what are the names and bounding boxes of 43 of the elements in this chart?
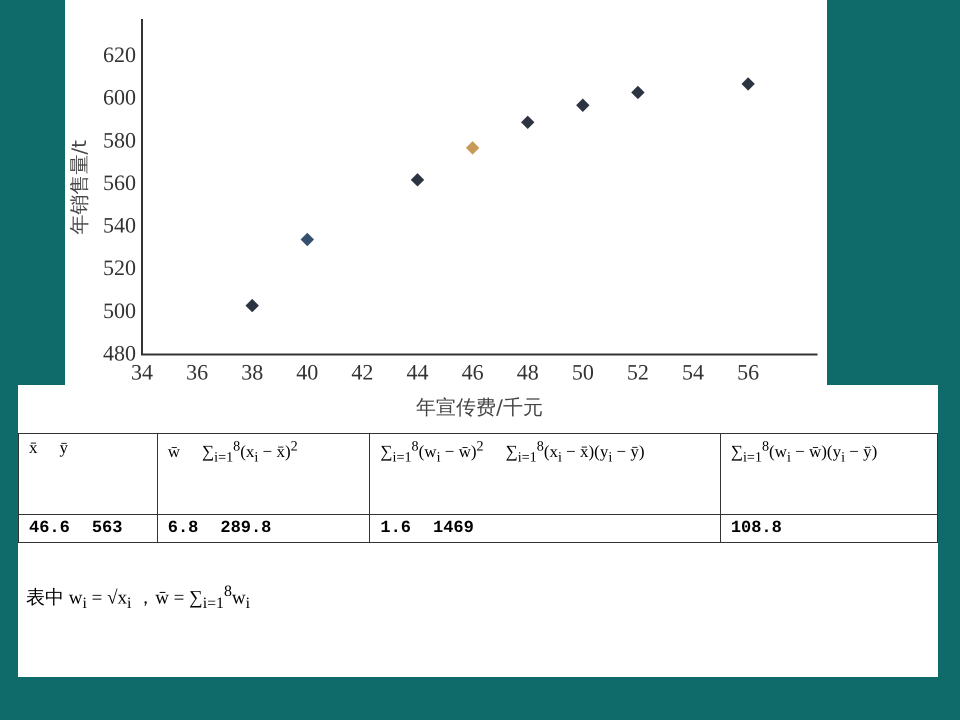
- point: [631, 86, 644, 99]
- y-tick-label: 500: [103, 298, 136, 323]
- text: 6.8: [168, 519, 198, 538]
- point: [576, 98, 590, 112]
- text: x̄: [29, 438, 38, 457]
- y-tick-label: 600: [103, 84, 136, 110]
- text: 1.6: [380, 519, 412, 538]
- point: [521, 116, 534, 129]
- text: ȳ: [60, 438, 68, 457]
- x-tick-label: 40: [296, 360, 318, 385]
- text: w̄: [168, 442, 180, 461]
- text: 563: [92, 519, 122, 538]
- x-tick-label: 48: [516, 360, 539, 385]
- text: ∑$_{i=1}$$^{8}$(x$_{i}$ − x̄)(y$_{i}$ − ȳ): [506, 438, 645, 466]
- x-tick-label: 54: [682, 360, 704, 385]
- x-tick-label: 56: [737, 360, 760, 385]
- text: 46.6: [29, 519, 70, 538]
- y-tick-label: 520: [103, 255, 136, 280]
- text: ∑$_{i=1}$$^{8}$(x$_{i}$ − x̄)$^{2}$: [202, 438, 298, 466]
- text: ∑$_{i=1}$$^{8}$(w$_{i}$ − w̄)(y$_{i}$ − ȳ): [730, 438, 878, 466]
- text: 289.8: [220, 519, 272, 538]
- text: ∑$_{i=1}$$^{8}$(w$_{i}$ − w̄)$^{2}$: [380, 438, 484, 466]
- x-axis-title: 年宣传费/千元: [416, 395, 543, 420]
- x-tick-label: 46: [462, 360, 484, 385]
- point: [411, 173, 424, 186]
- point: [742, 77, 755, 90]
- y-axis-title: 年销售量/t: [67, 140, 92, 235]
- point: [466, 141, 480, 154]
- x-tick-label: 44: [406, 360, 429, 385]
- point: [246, 299, 259, 312]
- x-tick-label: 50: [572, 360, 594, 385]
- x-tick-label: 42: [351, 360, 374, 385]
- text: 表中 w$_{i}$ = √x$_{i}$ ，w̄ = ∑$_{i=1}$$^{8}$w$_{i}$: [26, 583, 250, 612]
- text: 108.8: [730, 519, 782, 538]
- x-tick-label: 52: [626, 360, 649, 385]
- point: [300, 233, 314, 246]
- x-tick-label: 36: [186, 360, 208, 385]
- text: 1469: [433, 519, 474, 538]
- y-tick-label: 540: [103, 212, 136, 238]
- y-tick-label: 560: [103, 170, 136, 195]
- x-tick-label: 38: [241, 360, 264, 385]
- y-tick-label: 580: [103, 127, 136, 152]
- y-tick-label: 620: [103, 42, 136, 68]
